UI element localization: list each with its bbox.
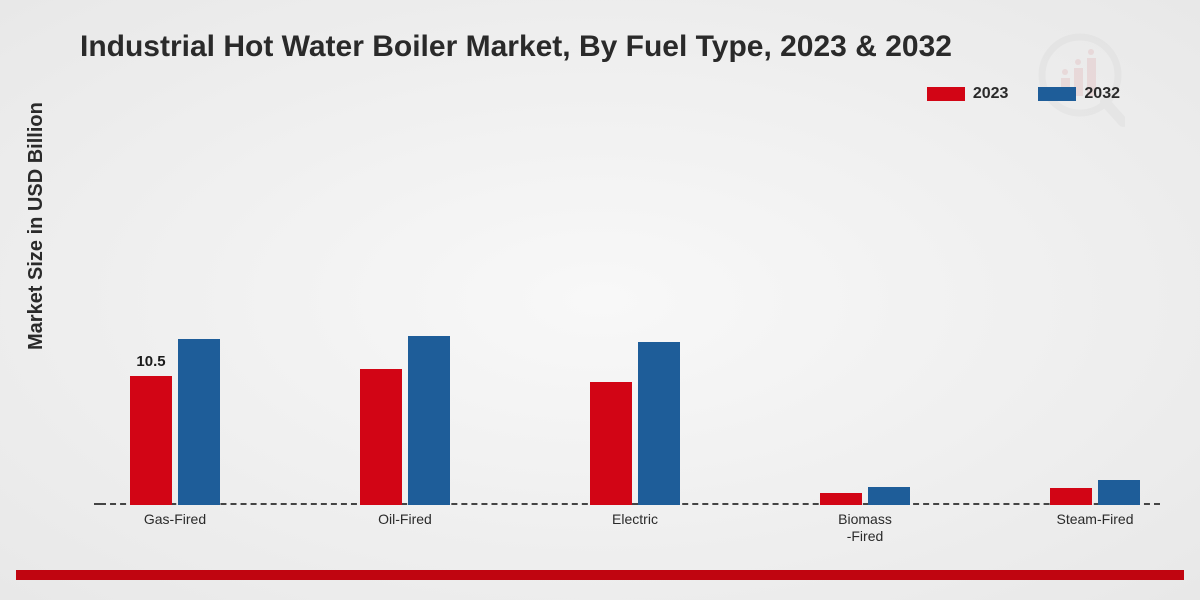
bar [638,342,680,505]
bar [178,339,220,506]
plot-area: Gas-FiredOil-FiredElectricBiomass -Fired… [100,135,1160,505]
bar [408,336,450,505]
bar [130,376,172,506]
accent-bar [16,570,1184,580]
bar [868,487,910,506]
bar-group: Steam-Fired [1050,480,1140,505]
x-axis-label: Electric [612,511,658,528]
legend-item-2032: 2032 [1038,85,1120,103]
x-axis-label: Gas-Fired [144,511,206,528]
bar [1050,488,1092,505]
bar-group: Oil-Fired [360,336,450,505]
x-axis-label: Steam-Fired [1056,511,1133,528]
bar-value-label: 10.5 [136,353,165,370]
y-tick [94,503,100,505]
bar [820,493,862,505]
legend-label-2023: 2023 [973,85,1009,103]
chart-title: Industrial Hot Water Boiler Market, By F… [80,30,952,64]
legend: 2023 2032 [927,85,1120,103]
legend-label-2032: 2032 [1084,85,1120,103]
bar-group: Biomass -Fired [820,487,910,506]
x-axis-label: Biomass -Fired [838,511,892,545]
bar [1098,480,1140,505]
y-axis-label: Market Size in USD Billion [25,102,48,350]
legend-swatch-2032 [1038,87,1076,101]
bar [590,382,632,505]
bar-group: Electric [590,342,680,505]
x-axis-label: Oil-Fired [378,511,432,528]
bar [360,369,402,505]
legend-swatch-2023 [927,87,965,101]
legend-item-2023: 2023 [927,85,1009,103]
